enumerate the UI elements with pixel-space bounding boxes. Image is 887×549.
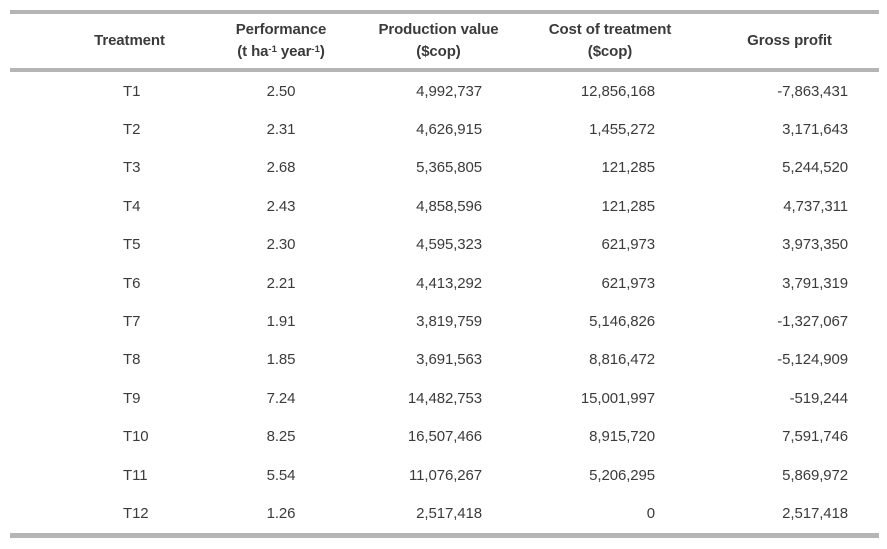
cost-of-treatment-cell: 621,973 — [601, 236, 655, 254]
treatment-cell: T10 — [123, 428, 149, 446]
performance-cell: 7.24 — [266, 389, 296, 407]
treatment-cell: T12 — [123, 504, 149, 522]
performance-cell: 5.54 — [266, 466, 296, 484]
col-header-label: Production value — [378, 21, 499, 39]
unit-superscript: -1 — [311, 44, 320, 55]
production-value-cell: 11,076,267 — [409, 466, 482, 484]
table-row: T10 8.25 16,507,466 8,915,720 7,591,746 — [10, 418, 879, 456]
performance-cell: 1.91 — [266, 313, 296, 331]
performance-cell: 1.26 — [266, 504, 296, 522]
table-row: T5 2.30 4,595,323 621,973 3,973,350 — [10, 226, 879, 264]
gross-profit-cell: -7,863,431 — [777, 82, 848, 100]
treatment-cell: T8 — [123, 351, 141, 369]
gross-profit-cell: 3,791,319 — [782, 274, 848, 292]
production-value-cell: 2,517,418 — [416, 504, 482, 522]
gross-profit-cell: 3,171,643 — [782, 121, 848, 139]
table-row: T12 1.26 2,517,418 0 2,517,418 — [10, 494, 879, 532]
unit-text: (t ha — [237, 43, 269, 60]
table-row: T9 7.24 14,482,753 15,001,997 -519,244 — [10, 379, 879, 417]
treatment-cell: T7 — [123, 313, 141, 331]
performance-cell: 2.21 — [266, 274, 296, 292]
treatment-cell: T3 — [123, 159, 141, 177]
col-header-label: Gross profit — [747, 32, 832, 50]
production-value-cell: 3,819,759 — [416, 313, 482, 331]
treatment-cell: T11 — [123, 466, 148, 484]
treatment-cell: T6 — [123, 274, 141, 292]
gross-profit-cell: 2,517,418 — [782, 504, 848, 522]
performance-cell: 2.31 — [266, 121, 296, 139]
gross-profit-cell: 3,973,350 — [782, 236, 848, 254]
cost-of-treatment-cell: 621,973 — [601, 274, 655, 292]
production-value-cell: 14,482,753 — [407, 389, 482, 407]
cost-of-treatment-cell: 12,856,168 — [580, 82, 655, 100]
cost-of-treatment-cell: 121,285 — [601, 159, 655, 177]
table-row: T1 2.50 4,992,737 12,856,168 -7,863,431 — [10, 70, 879, 110]
header-row: Treatment Performance (t ha-1 year-1) Pr… — [10, 14, 879, 72]
gross-profit-cell: -519,244 — [789, 389, 849, 407]
treatments-economics-table-container: Treatment Performance (t ha-1 year-1) Pr… — [10, 10, 879, 538]
col-header-label: Cost of treatment — [548, 21, 672, 39]
gross-profit-cell: -5,124,909 — [777, 351, 848, 369]
gross-profit-cell: 7,591,746 — [782, 428, 848, 446]
col-header-gross-profit: Gross profit — [700, 14, 879, 72]
cost-of-treatment-cell: 8,816,472 — [589, 351, 655, 369]
treatment-cell: T2 — [123, 121, 141, 139]
production-value-cell: 3,691,563 — [416, 351, 482, 369]
cost-of-treatment-cell: 8,915,720 — [589, 428, 655, 446]
col-header-unit: (t ha-1 year-1) — [205, 41, 357, 63]
treatment-cell: T9 — [123, 389, 141, 407]
col-header-unit: ($cop) — [587, 43, 633, 60]
col-header-label: Treatment — [94, 32, 165, 50]
col-header-cost-of-treatment: Cost of treatment ($cop) — [520, 14, 700, 72]
table-row: T2 2.31 4,626,915 1,455,272 3,171,643 — [10, 110, 879, 148]
col-header-performance: Performance (t ha-1 year-1) — [205, 14, 357, 72]
production-value-cell: 4,626,915 — [416, 121, 482, 139]
gross-profit-cell: 5,869,972 — [782, 466, 848, 484]
col-header-treatment: Treatment — [10, 14, 205, 72]
col-header-production-value: Production value ($cop) — [357, 14, 520, 72]
production-value-cell: 4,413,292 — [416, 274, 482, 292]
treatment-cell: T5 — [123, 236, 141, 254]
cost-of-treatment-cell: 121,285 — [601, 197, 655, 215]
table-row: T8 1.85 3,691,563 8,816,472 -5,124,909 — [10, 341, 879, 379]
performance-cell: 2.30 — [266, 236, 296, 254]
cost-of-treatment-cell: 1,455,272 — [589, 121, 655, 139]
cost-of-treatment-cell: 15,001,997 — [580, 389, 655, 407]
table-row: T4 2.43 4,858,596 121,285 4,737,311 — [10, 187, 879, 225]
performance-cell: 8.25 — [266, 428, 296, 446]
production-value-cell: 5,365,805 — [416, 159, 482, 177]
unit-text: ) — [319, 43, 325, 60]
treatment-cell: T4 — [123, 197, 141, 215]
production-value-cell: 4,595,323 — [416, 236, 482, 254]
gross-profit-cell: -1,327,067 — [777, 313, 848, 331]
treatment-cell: T1 — [123, 82, 141, 100]
production-value-cell: 16,507,466 — [407, 428, 482, 446]
unit-superscript: -1 — [268, 44, 277, 55]
performance-cell: 1.85 — [266, 351, 296, 369]
performance-cell: 2.50 — [266, 82, 296, 100]
cost-of-treatment-cell: 5,206,295 — [589, 466, 655, 484]
gross-profit-cell: 4,737,311 — [783, 197, 848, 215]
table-row: T7 1.91 3,819,759 5,146,826 -1,327,067 — [10, 302, 879, 340]
table-row: T11 5.54 11,076,267 5,206,295 5,869,972 — [10, 456, 879, 494]
cost-of-treatment-cell: 0 — [646, 504, 655, 522]
treatments-economics-table: Treatment Performance (t ha-1 year-1) Pr… — [10, 14, 879, 533]
cost-of-treatment-cell: 5,146,826 — [589, 313, 655, 331]
table-row: T3 2.68 5,365,805 121,285 5,244,520 — [10, 149, 879, 187]
gross-profit-cell: 5,244,520 — [782, 159, 848, 177]
production-value-cell: 4,992,737 — [416, 82, 482, 100]
performance-cell: 2.43 — [266, 197, 296, 215]
table-row: T6 2.21 4,413,292 621,973 3,791,319 — [10, 264, 879, 302]
performance-cell: 2.68 — [266, 159, 296, 177]
unit-text: year — [276, 43, 312, 60]
col-header-unit: ($cop) — [416, 43, 461, 60]
col-header-label: Performance — [235, 21, 327, 39]
production-value-cell: 4,858,596 — [416, 197, 482, 215]
